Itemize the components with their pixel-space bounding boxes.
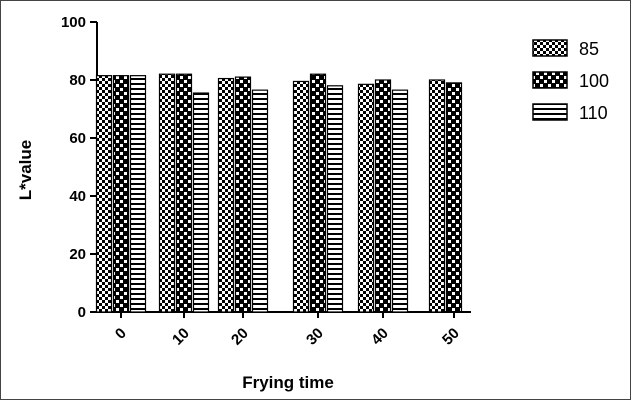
legend-label-100: 100 [579, 71, 609, 91]
bar-85-at-40 [357, 83, 375, 313]
bar-110-at-20 [251, 89, 269, 313]
bar-100-at-40 [374, 79, 392, 313]
y-tick-label: 100 [61, 14, 86, 31]
y-ticks: 0 20 40 60 80 100 [61, 14, 97, 321]
legend-label-85: 85 [579, 39, 599, 59]
x-axis-title: Frying time [242, 373, 334, 392]
bar-100-at-0 [112, 75, 130, 313]
legend-swatch-100 [532, 71, 568, 89]
x-tick-label: 40 [368, 325, 392, 349]
bar-110-at-30 [326, 85, 344, 313]
x-tick-label: 50 [439, 325, 463, 349]
y-tick-label: 60 [69, 130, 86, 147]
bar-100-at-50 [445, 82, 463, 313]
x-ticks: 0 10 20 30 40 50 [112, 312, 463, 349]
bar-85-at-30 [292, 80, 310, 313]
y-tick-label: 0 [78, 304, 86, 321]
y-axis-title: L*value [16, 140, 35, 200]
legend-swatch-110 [532, 103, 568, 121]
bar-110-at-10 [192, 92, 210, 313]
bar-100-at-10 [175, 73, 193, 313]
legend-label-110: 110 [579, 103, 608, 123]
bar-85-at-0 [95, 75, 113, 313]
bar-85-at-50 [428, 79, 446, 313]
legend: 85 100 110 [532, 39, 609, 123]
bar-100-at-20 [234, 76, 252, 313]
bar-85-at-10 [158, 73, 176, 313]
bar-100-at-30 [309, 73, 327, 313]
y-tick-label: 20 [69, 246, 86, 263]
bar-110-at-40 [391, 89, 409, 313]
y-tick-label: 40 [69, 188, 86, 205]
x-tick-label: 30 [303, 325, 327, 349]
y-tick-label: 80 [69, 72, 86, 89]
x-tick-label: 0 [112, 325, 130, 343]
bar-85-at-20 [217, 77, 235, 313]
x-tick-label: 10 [169, 325, 193, 349]
bar-110-at-0 [129, 75, 147, 313]
bars [95, 73, 463, 313]
x-tick-label: 20 [228, 325, 252, 349]
legend-swatch-85 [532, 39, 568, 57]
